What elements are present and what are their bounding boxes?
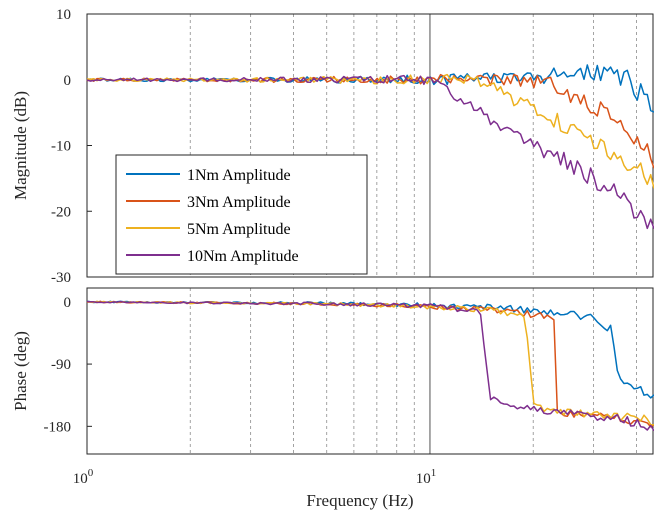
phase-xtick-label: 100 bbox=[73, 467, 94, 487]
xtick-base: 10 bbox=[73, 471, 88, 487]
xtick-exponent: 1 bbox=[431, 467, 437, 479]
legend-label-3: 5Nm Amplitude bbox=[187, 221, 291, 238]
phase-ytick-label: 0 bbox=[64, 295, 72, 311]
magnitude-series-line-4 bbox=[86, 74, 654, 230]
magnitude-ytick-label: -10 bbox=[51, 139, 71, 155]
phase-ytick-label: -180 bbox=[44, 419, 72, 435]
magnitude-ytick-label: 0 bbox=[64, 73, 72, 89]
magnitude-ytick-label: -20 bbox=[51, 204, 71, 220]
legend-label-4: 10Nm Amplitude bbox=[187, 248, 299, 265]
phase-series-line-4 bbox=[86, 300, 654, 432]
legend-label-1: 1Nm Amplitude bbox=[187, 167, 291, 184]
magnitude-grid bbox=[189, 14, 637, 277]
phase-axes-box bbox=[86, 287, 654, 455]
phase-grid bbox=[189, 288, 637, 454]
phase-xtick-label: 101 bbox=[416, 467, 437, 487]
legend: 1Nm Amplitude 3Nm Amplitude 5Nm Amplitude 1… bbox=[115, 154, 368, 275]
phase-ytick-label: -90 bbox=[51, 357, 71, 373]
legend-label-2: 3Nm Amplitude bbox=[187, 194, 291, 211]
phase-ylabel: Phase (deg) bbox=[11, 331, 30, 411]
magnitude-ytick-label: 10 bbox=[56, 7, 71, 23]
xtick-exponent: 0 bbox=[88, 467, 94, 479]
phase-xlabel: Frequency (Hz) bbox=[306, 491, 413, 510]
xtick-base: 10 bbox=[416, 471, 431, 487]
magnitude-ytick-label: -30 bbox=[51, 270, 71, 286]
magnitude-ylabel: Magnitude (dB) bbox=[11, 91, 30, 200]
